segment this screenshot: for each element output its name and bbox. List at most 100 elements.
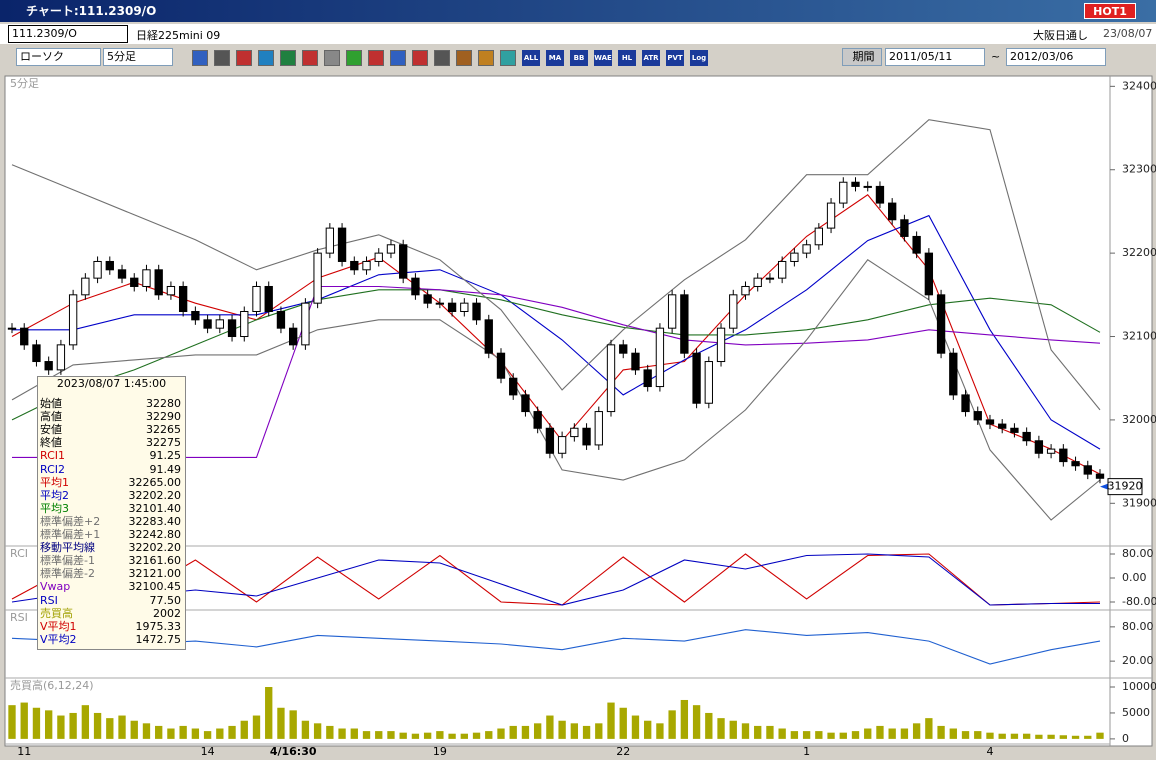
candle: [374, 252, 383, 262]
x-tick-label: 4: [986, 745, 993, 758]
candle: [386, 244, 396, 254]
candle: [1034, 440, 1044, 454]
tool-icon[interactable]: BB: [570, 50, 588, 66]
tool-icon[interactable]: MA: [546, 50, 564, 66]
bar: [644, 720, 652, 739]
chart-style-select[interactable]: ローソク: [16, 48, 101, 66]
bar: [778, 728, 786, 739]
bar: [986, 732, 994, 739]
bar: [1084, 735, 1092, 739]
info-value: 32242.80: [128, 528, 182, 541]
bar: [167, 728, 175, 739]
info-label: 移動平均線: [40, 541, 95, 555]
tool-icon[interactable]: [280, 50, 296, 66]
candle: [643, 369, 652, 388]
info-value: 32101.40: [128, 501, 182, 515]
tool-icon[interactable]: [192, 50, 208, 66]
last-price-arrow: [1100, 483, 1108, 490]
info-label: 安値: [40, 423, 62, 437]
from-date[interactable]: 2011/05/11: [885, 48, 985, 66]
tool-icon[interactable]: Log: [690, 50, 708, 66]
info-row: 始値 32280: [40, 397, 183, 410]
candle: [557, 436, 567, 454]
bar: [521, 725, 530, 739]
tool-icon[interactable]: ALL: [522, 50, 540, 66]
bar: [472, 732, 481, 739]
candle: [1022, 431, 1031, 442]
tool-icon[interactable]: [434, 50, 450, 66]
candle: [81, 277, 90, 296]
series-line: [11, 553, 1100, 606]
series-line: [11, 629, 1101, 665]
bar: [876, 725, 884, 739]
info-label: 平均1: [40, 475, 69, 489]
tool-icon[interactable]: [236, 50, 252, 66]
bar: [32, 707, 41, 739]
bar: [815, 731, 823, 739]
bar: [656, 723, 664, 739]
bar: [69, 712, 77, 739]
info-value: 32265: [146, 423, 181, 437]
bar: [8, 705, 16, 739]
tool-icon[interactable]: PVT: [666, 50, 684, 66]
y-tick-label: 32200: [1122, 246, 1156, 259]
bar: [888, 728, 896, 739]
tool-icon[interactable]: [302, 50, 318, 66]
tool-icon[interactable]: [258, 50, 274, 66]
tool-icon[interactable]: [456, 50, 472, 66]
candle: [777, 260, 787, 279]
interval-select[interactable]: 5分足: [103, 48, 173, 66]
bar: [546, 715, 554, 739]
bar: [912, 723, 921, 739]
candle: [998, 423, 1007, 429]
hot-button[interactable]: HOT1: [1084, 3, 1136, 19]
candle: [729, 294, 738, 329]
bar: [301, 720, 310, 739]
tool-icon[interactable]: ATR: [642, 50, 660, 66]
tool-icon[interactable]: HL: [618, 50, 636, 66]
tool-icon[interactable]: [412, 50, 428, 66]
info-label: RCI1: [40, 449, 66, 463]
bar: [607, 702, 615, 739]
bar: [1096, 732, 1104, 739]
candle: [142, 269, 151, 287]
bar: [313, 723, 322, 739]
tool-icon[interactable]: [390, 50, 406, 66]
bar: [399, 732, 407, 739]
info-value: 32280: [146, 397, 181, 410]
info-row: 標準偏差+2 32283.40: [40, 515, 183, 528]
info-value: 32100.45: [128, 580, 182, 594]
x-tick-label: 11: [17, 745, 31, 758]
tool-icon[interactable]: [324, 50, 340, 66]
tool-icon[interactable]: [346, 50, 362, 66]
candle: [350, 260, 359, 271]
info-value: 91.49: [149, 462, 182, 476]
tool-icon[interactable]: [500, 50, 516, 66]
tool-icon[interactable]: [214, 50, 230, 66]
candle: [301, 302, 310, 346]
bar: [240, 720, 248, 739]
tool-icon[interactable]: [478, 50, 494, 66]
candle: [313, 252, 322, 304]
candle: [900, 219, 909, 237]
y-tick-label: 32000: [1122, 413, 1156, 426]
y-tick-label: 20.00: [1122, 654, 1154, 667]
info-row: 安値 32265: [40, 423, 183, 436]
candle: [851, 181, 860, 187]
info-row: RCI2 91.49: [40, 463, 183, 476]
period-button[interactable]: 期間: [842, 48, 882, 66]
to-date[interactable]: 2012/03/06: [1006, 48, 1106, 66]
symbol-input[interactable]: 111.2309/O: [8, 25, 128, 43]
bar: [570, 723, 579, 739]
candle: [936, 294, 946, 354]
candle: [252, 285, 261, 313]
tool-icon[interactable]: [368, 50, 384, 66]
candle: [509, 377, 518, 396]
candle: [472, 302, 481, 321]
info-row: RSI 77.50: [40, 594, 183, 607]
x-tick-label: 4/16:30: [270, 745, 317, 758]
tool-icon[interactable]: WAE: [594, 50, 612, 66]
